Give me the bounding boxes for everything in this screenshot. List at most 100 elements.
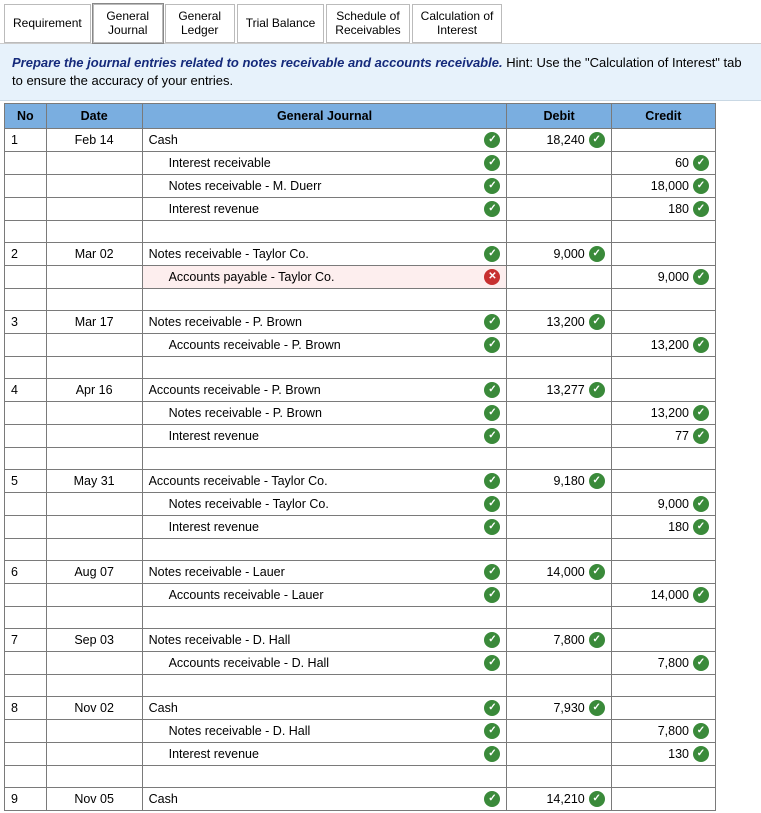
account-name[interactable]: Notes receivable - D. Hall xyxy=(149,633,291,647)
row-desc: Notes receivable - M. Duerr ✓ xyxy=(142,175,507,198)
tab-schedule-of-receivables[interactable]: Schedule of Receivables xyxy=(326,4,409,43)
debit-amount[interactable]: 9,180 xyxy=(535,474,585,488)
account-name[interactable]: Notes receivable - M. Duerr xyxy=(149,179,322,193)
account-name[interactable]: Notes receivable - P. Brown xyxy=(149,406,322,420)
account-name[interactable]: Accounts payable - Taylor Co. xyxy=(149,270,335,284)
row-date xyxy=(46,584,142,607)
account-name[interactable]: Interest revenue xyxy=(149,747,259,761)
debit-amount[interactable]: 7,800 xyxy=(535,633,585,647)
credit-amount[interactable]: 13,200 xyxy=(639,338,689,352)
check-icon: ✓ xyxy=(484,178,500,194)
check-icon: ✓ xyxy=(693,519,709,535)
table-row: 5May 31Accounts receivable - Taylor Co.✓… xyxy=(5,470,716,493)
account-name[interactable]: Notes receivable - D. Hall xyxy=(149,724,311,738)
row-date: Feb 14 xyxy=(46,129,142,152)
row-no xyxy=(5,652,47,675)
header-date: Date xyxy=(46,104,142,129)
header-row: No Date General Journal Debit Credit xyxy=(5,104,716,129)
account-name[interactable]: Notes receivable - Taylor Co. xyxy=(149,497,329,511)
tab-calculation-of-interest[interactable]: Calculation of Interest xyxy=(412,4,503,43)
debit-amount[interactable]: 18,240 xyxy=(535,133,585,147)
debit-amount[interactable]: 9,000 xyxy=(535,247,585,261)
credit-amount[interactable]: 9,000 xyxy=(639,270,689,284)
check-icon: ✓ xyxy=(589,632,605,648)
debit-amount[interactable]: 13,277 xyxy=(535,383,585,397)
credit-amount[interactable]: 180 xyxy=(639,202,689,216)
row-debit xyxy=(507,493,611,516)
account-name[interactable]: Accounts receivable - D. Hall xyxy=(149,656,329,670)
row-no: 9 xyxy=(5,788,47,811)
row-desc: Accounts receivable - P. Brown ✓ xyxy=(142,334,507,357)
credit-amount[interactable]: 13,200 xyxy=(639,406,689,420)
account-name[interactable]: Cash xyxy=(149,701,178,715)
check-icon: ✓ xyxy=(484,564,500,580)
credit-amount[interactable]: 7,800 xyxy=(639,656,689,670)
tab-general-journal[interactable]: General Journal xyxy=(93,4,163,43)
account-name[interactable]: Interest receivable xyxy=(149,156,271,170)
check-icon: ✓ xyxy=(484,337,500,353)
debit-amount[interactable]: 14,000 xyxy=(535,565,585,579)
credit-amount[interactable]: 7,800 xyxy=(639,724,689,738)
row-desc: Accounts payable - Taylor Co.✕ xyxy=(142,266,507,289)
table-row: Notes receivable - M. Duerr ✓ 18,000 ✓ xyxy=(5,175,716,198)
row-no xyxy=(5,402,47,425)
row-desc: Accounts receivable - Taylor Co.✓ xyxy=(142,470,507,493)
check-icon: ✓ xyxy=(484,746,500,762)
row-debit: 7,800 ✓ xyxy=(507,629,611,652)
row-debit: 9,000✓ xyxy=(507,243,611,266)
row-date xyxy=(46,175,142,198)
row-no xyxy=(5,516,47,539)
tab-requirement[interactable]: Requirement xyxy=(4,4,91,43)
row-no xyxy=(5,584,47,607)
table-row xyxy=(5,766,716,788)
check-icon: ✓ xyxy=(693,201,709,217)
table-row xyxy=(5,448,716,470)
credit-amount[interactable]: 60 xyxy=(639,156,689,170)
header-no: No xyxy=(5,104,47,129)
account-name[interactable]: Cash xyxy=(149,792,178,806)
row-desc: Notes receivable - P. Brown ✓ xyxy=(142,311,507,334)
credit-amount[interactable]: 14,000 xyxy=(639,588,689,602)
credit-amount[interactable]: 130 xyxy=(639,747,689,761)
debit-amount[interactable]: 14,210 xyxy=(535,792,585,806)
row-desc: Accounts receivable - Lauer✓ xyxy=(142,584,507,607)
row-date: Mar 02 xyxy=(46,243,142,266)
tab-general-ledger[interactable]: General Ledger xyxy=(165,4,235,43)
account-name[interactable]: Interest revenue xyxy=(149,202,259,216)
debit-amount[interactable]: 13,200 xyxy=(535,315,585,329)
row-credit xyxy=(611,561,715,584)
row-date xyxy=(46,516,142,539)
row-credit: 7,800✓ xyxy=(611,720,715,743)
debit-amount[interactable]: 7,930 xyxy=(535,701,585,715)
tab-trial-balance[interactable]: Trial Balance xyxy=(237,4,325,43)
credit-amount[interactable]: 180 xyxy=(639,520,689,534)
account-name[interactable]: Accounts receivable - P. Brown xyxy=(149,338,341,352)
account-name[interactable]: Accounts receivable - Lauer xyxy=(149,588,324,602)
credit-amount[interactable]: 9,000 xyxy=(639,497,689,511)
row-desc: Notes receivable - Taylor Co.✓ xyxy=(142,243,507,266)
row-date xyxy=(46,152,142,175)
check-icon: ✓ xyxy=(693,178,709,194)
check-icon: ✓ xyxy=(484,723,500,739)
row-credit: 130✓ xyxy=(611,743,715,766)
account-name[interactable]: Cash xyxy=(149,133,178,147)
credit-amount[interactable]: 18,000 xyxy=(639,179,689,193)
account-name[interactable]: Accounts receivable - P. Brown xyxy=(149,383,321,397)
account-name[interactable]: Accounts receivable - Taylor Co. xyxy=(149,474,328,488)
credit-amount[interactable]: 77 xyxy=(639,429,689,443)
row-date xyxy=(46,743,142,766)
account-name[interactable]: Notes receivable - Lauer xyxy=(149,565,285,579)
row-no xyxy=(5,152,47,175)
table-row: 6Aug 07Notes receivable - Lauer✓14,000✓ xyxy=(5,561,716,584)
check-icon: ✓ xyxy=(484,155,500,171)
account-name[interactable]: Notes receivable - Taylor Co. xyxy=(149,247,309,261)
account-name[interactable]: Interest revenue xyxy=(149,429,259,443)
account-name[interactable]: Interest revenue xyxy=(149,520,259,534)
account-name[interactable]: Notes receivable - P. Brown xyxy=(149,315,302,329)
check-icon: ✓ xyxy=(589,382,605,398)
row-no: 7 xyxy=(5,629,47,652)
check-icon: ✓ xyxy=(484,314,500,330)
row-no: 4 xyxy=(5,379,47,402)
row-credit: 18,000 ✓ xyxy=(611,175,715,198)
check-icon: ✓ xyxy=(484,132,500,148)
